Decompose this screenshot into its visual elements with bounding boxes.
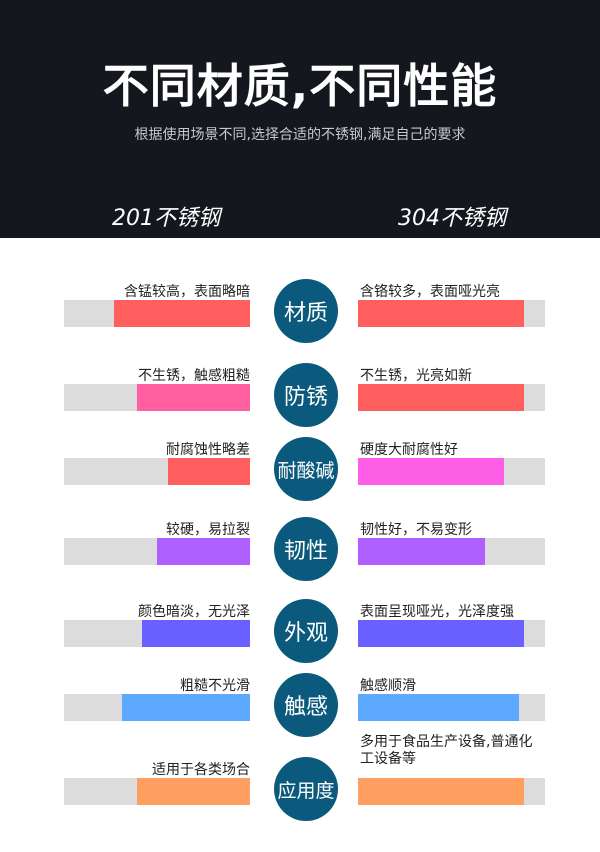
right-bar-fill: [358, 300, 525, 327]
left-column-title: 201不锈钢: [112, 206, 220, 231]
left-bar-track: [64, 778, 250, 805]
left-bar-fill: [157, 538, 250, 565]
right-bar-fill: [358, 384, 525, 411]
comparison-row: 耐腐蚀性略差 硬度大耐腐性好 耐酸碱: [0, 437, 600, 512]
right-description: 韧性好，不易变形: [360, 522, 472, 538]
header: 不同材质,不同性能 根据使用场景不同,选择合适的不锈钢,满足自己的要求 201不…: [0, 0, 600, 238]
right-bar-fill: [358, 620, 525, 647]
right-bar-track: [358, 694, 545, 721]
right-bar-fill: [358, 778, 525, 805]
right-bar-track: [358, 300, 545, 327]
right-description: 表面呈现哑光，光泽度强: [360, 604, 514, 620]
right-description: 不生锈，光亮如新: [360, 368, 472, 384]
category-badge: 韧性: [274, 517, 338, 581]
right-description: 硬度大耐腐性好: [360, 442, 458, 458]
right-bar-track: [358, 778, 545, 805]
category-badge: 触感: [274, 673, 338, 737]
comparison-row: 含锰较高，表面略暗 含铬较多，表面哑光亮 材质: [0, 279, 600, 354]
category-badge: 应用度: [274, 757, 338, 821]
comparison-row: 粗糙不光滑 触感顺滑 触感: [0, 673, 600, 748]
left-bar-fill: [136, 778, 250, 805]
left-bar-track: [64, 620, 250, 647]
category-badge: 耐酸碱: [274, 437, 338, 501]
left-description: 较硬，易拉裂: [166, 522, 250, 538]
right-bar-track: [358, 620, 545, 647]
left-bar-track: [64, 538, 250, 565]
comparison-row: 适用于各类场合 多用于食品生产设备,普通化工设备等 应用度: [0, 734, 600, 832]
left-bar-track: [64, 384, 250, 411]
right-description: 触感顺滑: [360, 678, 416, 694]
left-bar-track: [64, 694, 250, 721]
page-title: 不同材质,不同性能: [102, 59, 498, 113]
left-description: 颜色暗淡，无光泽: [138, 604, 250, 620]
category-badge: 外观: [274, 599, 338, 663]
right-bar-fill: [358, 694, 519, 721]
left-bar-fill: [142, 620, 250, 647]
right-description: 含铬较多，表面哑光亮: [360, 284, 500, 300]
left-description: 粗糙不光滑: [180, 678, 250, 694]
left-bar-fill: [136, 384, 250, 411]
left-description: 不生锈，触感粗糙: [138, 368, 250, 384]
left-bar-track: [64, 458, 250, 485]
left-bar-fill: [121, 694, 250, 721]
left-bar-fill: [114, 300, 250, 327]
right-bar-track: [358, 458, 545, 485]
right-bar-fill: [358, 458, 504, 485]
left-description: 含锰较高，表面略暗: [124, 284, 250, 300]
category-badge: 防锈: [274, 363, 338, 427]
left-bar-fill: [168, 458, 250, 485]
right-column-title: 304不锈钢: [398, 206, 506, 231]
page-subtitle: 根据使用场景不同,选择合适的不锈钢,满足自己的要求: [134, 127, 466, 143]
category-badge: 材质: [274, 279, 338, 343]
comparison-row: 颜色暗淡，无光泽 表面呈现哑光，光泽度强 外观: [0, 599, 600, 674]
right-description: 多用于食品生产设备,普通化工设备等: [360, 734, 533, 767]
comparison-row: 较硬，易拉裂 韧性好，不易变形 韧性: [0, 517, 600, 592]
left-description: 适用于各类场合: [152, 762, 250, 778]
left-bar-track: [64, 300, 250, 327]
right-bar-fill: [358, 538, 486, 565]
right-bar-track: [358, 538, 545, 565]
comparison-row: 不生锈，触感粗糙 不生锈，光亮如新 防锈: [0, 363, 600, 438]
left-description: 耐腐蚀性略差: [166, 442, 250, 458]
right-bar-track: [358, 384, 545, 411]
